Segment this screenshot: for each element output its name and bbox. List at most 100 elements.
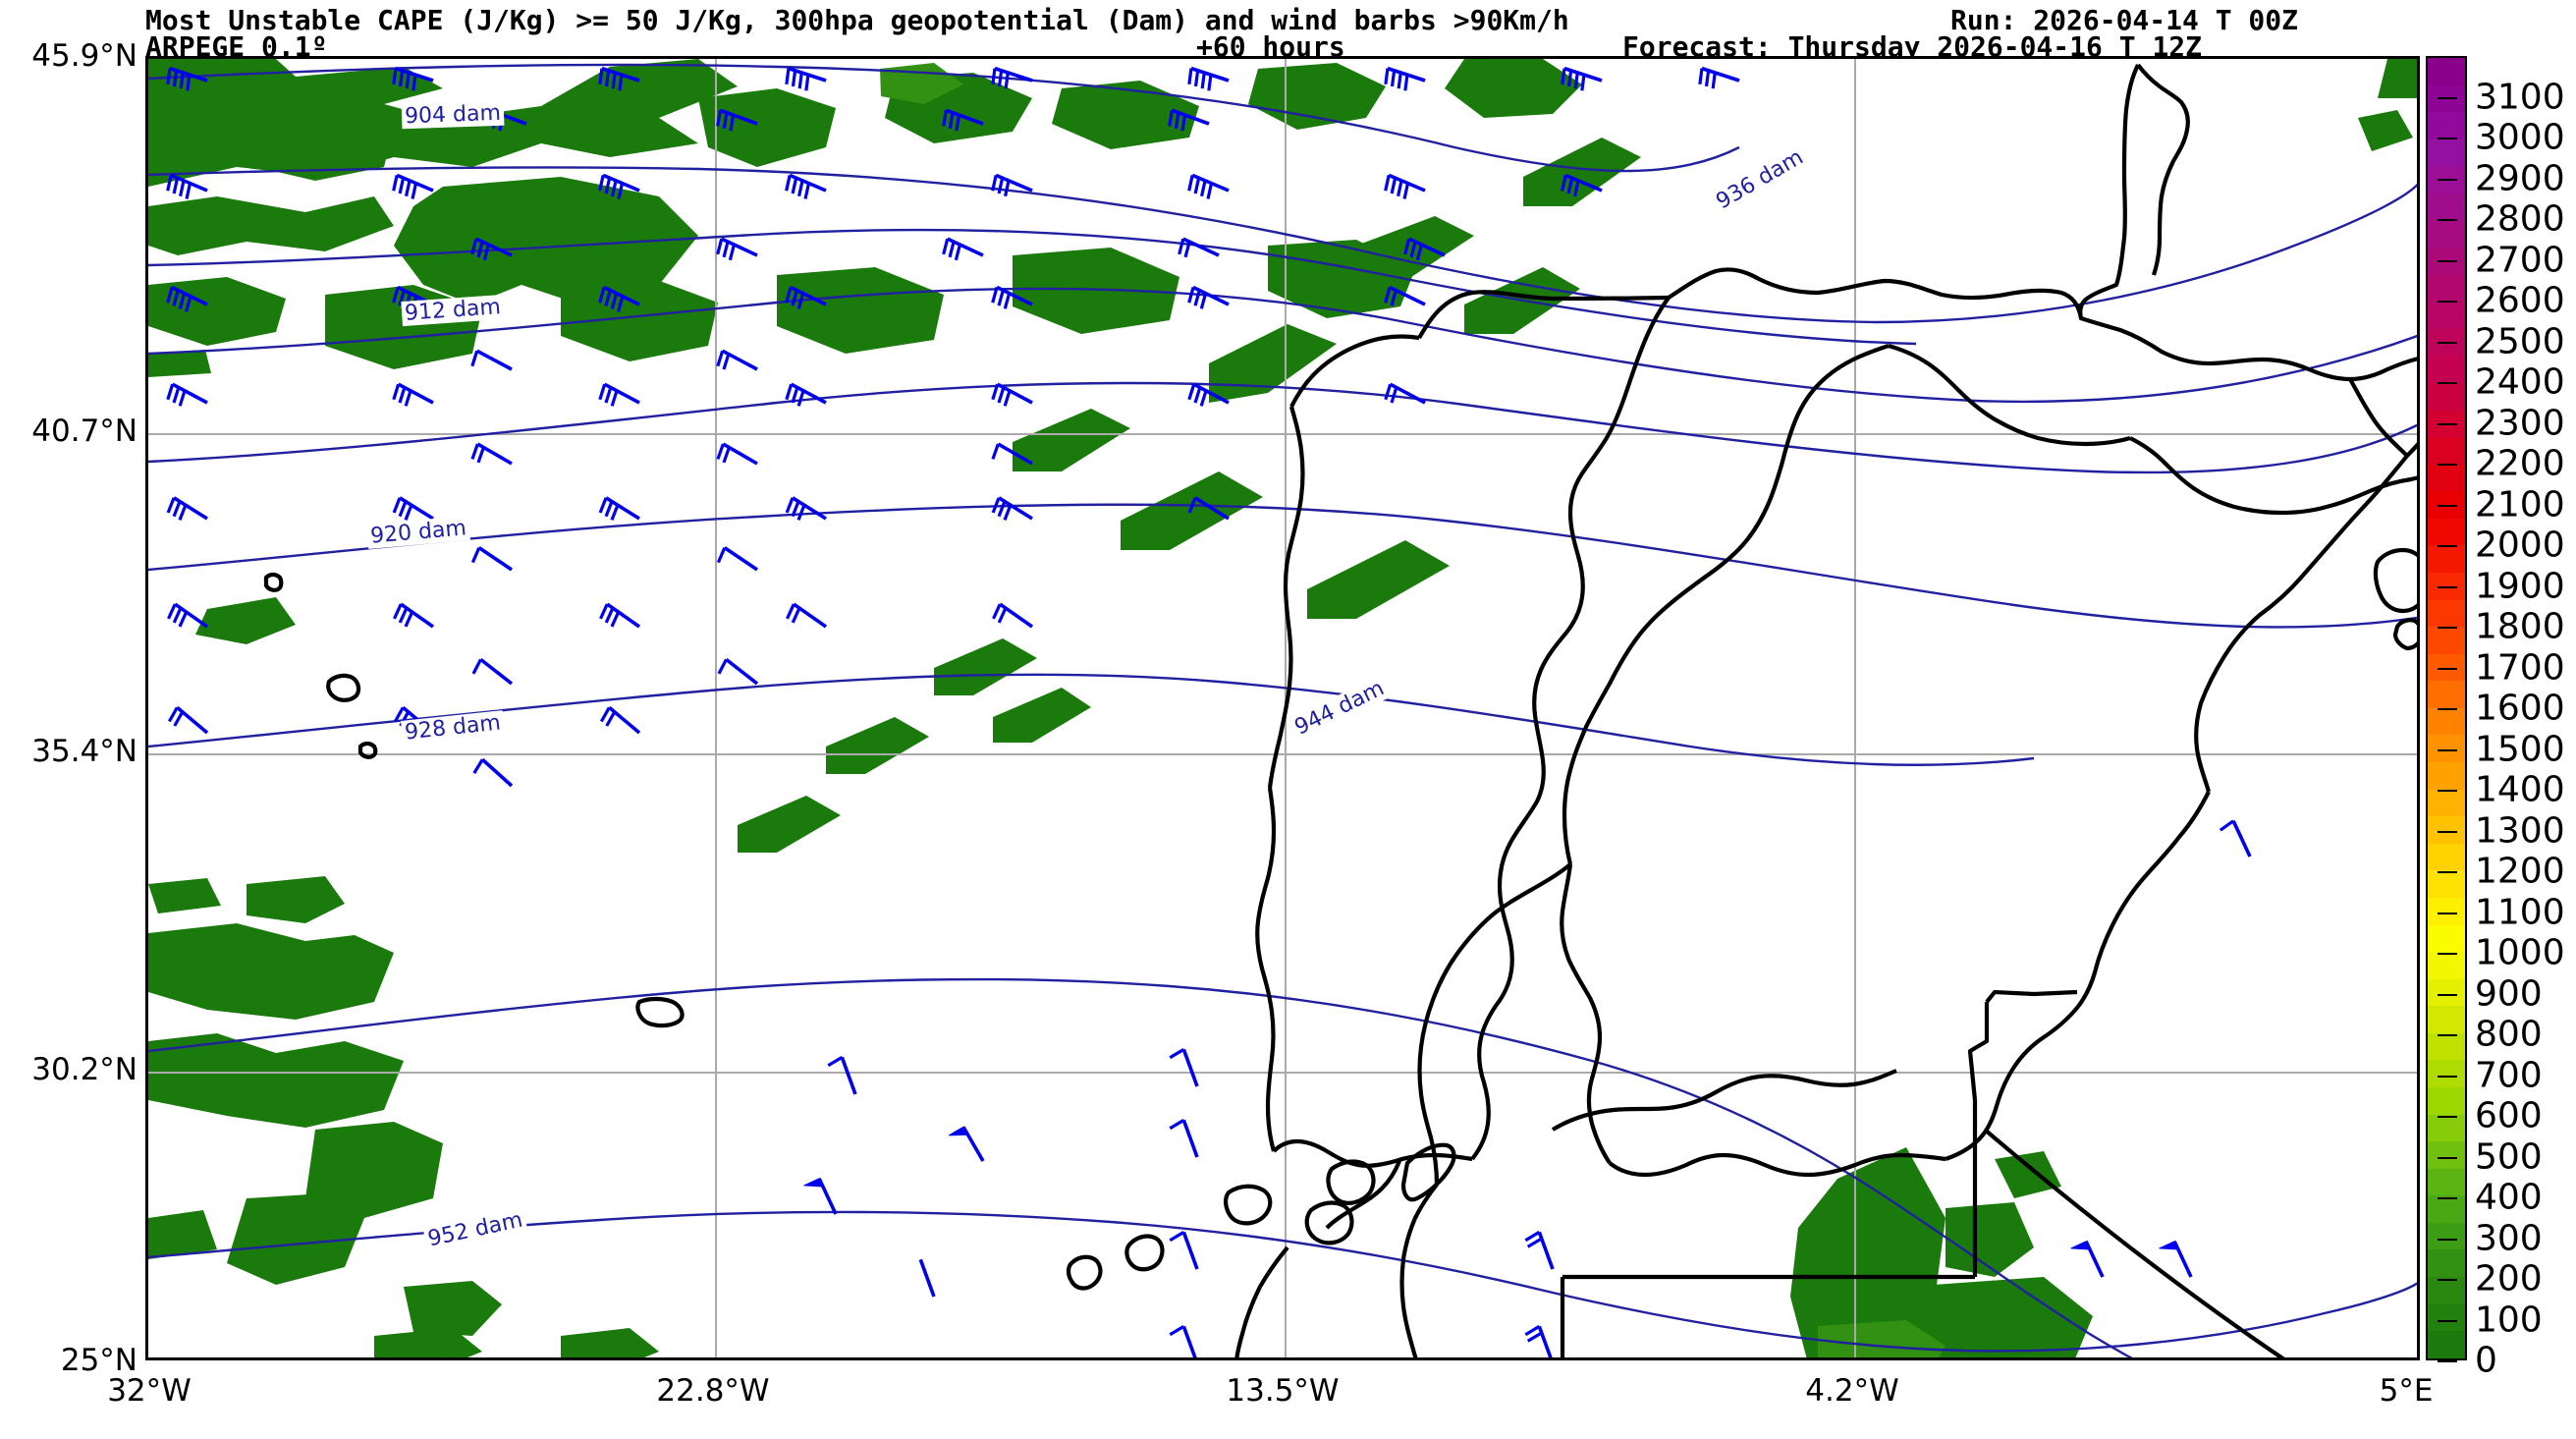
colorbar-tick-mark: [2438, 830, 2457, 833]
colorbar-segment: [2428, 627, 2465, 654]
y-tick-label: 40.7°N: [31, 414, 137, 449]
wind-barb: [1698, 66, 1740, 89]
colorbar-tick-label: 100: [2475, 1300, 2543, 1340]
wind-barb: [827, 1056, 857, 1095]
colorbar-tick-label: 1400: [2475, 769, 2565, 810]
colorbar-tick-mark: [2438, 1156, 2457, 1159]
wind-barb: [393, 602, 435, 629]
colorbar-segment: [2428, 1222, 2465, 1250]
colorbar-segment: [2428, 843, 2465, 871]
wind-barb: [470, 442, 513, 466]
colorbar-tick-mark: [2438, 708, 2457, 710]
map-plot-area[interactable]: [145, 56, 2420, 1360]
wind-barb: [785, 66, 827, 91]
wind-barb: [1384, 382, 1426, 405]
run-timestamp: Run: 2026-04-14 T 00Z: [1950, 4, 2299, 36]
colorbar-segment: [2428, 1249, 2465, 1278]
colorbar-tick-label: 2500: [2475, 321, 2565, 361]
colorbar-tick-mark: [2438, 504, 2457, 507]
colorbar-segment: [2428, 193, 2465, 221]
colorbar-tick-mark: [2438, 1360, 2457, 1362]
wind-barb: [1561, 66, 1603, 91]
wind-barb: [166, 382, 208, 407]
wind-barb: [392, 66, 434, 91]
wind-barb: [470, 237, 513, 261]
colorbar-tick-mark: [2438, 993, 2457, 996]
colorbar-tick-mark: [2438, 748, 2457, 751]
wind-barb: [598, 285, 640, 312]
wind-barb: [471, 657, 514, 686]
y-tick-label: 25°N: [60, 1343, 137, 1378]
wind-barb: [1169, 1048, 1199, 1087]
wind-barb: [1187, 173, 1230, 199]
colorbar-tick-label: 3100: [2475, 77, 2565, 117]
wind-barb: [1187, 66, 1230, 91]
wind-barb: [166, 66, 208, 91]
colorbar-tick-mark: [2438, 259, 2457, 262]
colorbar-tick-label: 1000: [2475, 932, 2565, 973]
colorbar-segment: [2428, 1032, 2465, 1061]
colorbar-tick-mark: [2438, 1116, 2457, 1118]
coastlines-and-borders: [263, 63, 2417, 1357]
colorbar-segment: [2428, 112, 2465, 139]
wind-barb: [167, 602, 209, 629]
colorbar-segment: [2428, 707, 2465, 736]
colorbar-tick-mark: [2438, 1034, 2457, 1036]
colorbar-tick-label: 300: [2475, 1218, 2543, 1258]
wind-barb: [717, 657, 759, 686]
geopotential-contours: [148, 63, 2417, 1357]
colorbar-tick-mark: [2438, 341, 2457, 344]
colorbar-segment: [2428, 1303, 2465, 1332]
colorbar-tick-label: 1300: [2475, 810, 2565, 851]
colorbar-segment: [2428, 599, 2465, 628]
y-tick-label: 35.4°N: [31, 734, 137, 769]
wind-barb: [598, 496, 640, 521]
wind-barb: [991, 285, 1033, 309]
colorbar-segment: [2428, 924, 2465, 953]
colorbar-tick-mark: [2438, 1279, 2457, 1281]
wind-barb: [1169, 1325, 1199, 1357]
x-tick-label: 32°W: [107, 1373, 192, 1409]
colorbar-tick-label: 400: [2475, 1177, 2543, 1218]
wind-barb: [716, 108, 758, 132]
wind-barb: [785, 173, 827, 199]
colorbar-gradient: [2428, 58, 2465, 1358]
wind-barb: [392, 173, 434, 199]
colorbar-tick-mark: [2438, 422, 2457, 425]
wind-barb: [991, 66, 1033, 89]
colorbar[interactable]: [2426, 56, 2467, 1360]
colorbar-segment: [2428, 789, 2465, 817]
colorbar-tick-mark: [2438, 912, 2457, 914]
wind-barb: [1524, 1325, 1555, 1357]
colorbar-tick-label: 700: [2475, 1055, 2543, 1095]
wind-barb: [1384, 66, 1426, 91]
wind-barb: [2219, 819, 2252, 858]
wind-barb: [599, 602, 641, 629]
colorbar-tick-label: 800: [2475, 1014, 2543, 1055]
colorbar-segment: [2428, 870, 2465, 898]
colorbar-tick-mark: [2438, 953, 2457, 955]
colorbar-tick-label: 500: [2475, 1136, 2543, 1177]
wind-barb: [598, 382, 640, 407]
colorbar-tick-mark: [2438, 1319, 2457, 1322]
wind-barb: [2159, 1240, 2193, 1278]
wind-barb: [472, 757, 514, 788]
colorbar-segment: [2428, 302, 2465, 329]
colorbar-tick-label: 1500: [2475, 729, 2565, 769]
wind-barb: [991, 173, 1033, 197]
wind-barb: [786, 602, 828, 629]
wind-barb: [470, 546, 514, 572]
colorbar-tick-label: 1100: [2475, 892, 2565, 932]
colorbar-tick-mark: [2438, 545, 2457, 547]
wind-barb: [392, 496, 434, 521]
colorbar-segment: [2428, 735, 2465, 763]
colorbar-tick-mark: [2438, 138, 2457, 139]
colorbar-segment: [2428, 762, 2465, 790]
colorbar-tick-label: 2600: [2475, 280, 2565, 321]
wind-barb: [1524, 1231, 1555, 1270]
colorbar-tick-label: 2900: [2475, 158, 2565, 198]
colorbar-tick-label: 900: [2475, 973, 2543, 1014]
colorbar-tick-label: 1900: [2475, 566, 2565, 606]
wind-barb: [166, 496, 208, 521]
colorbar-segment: [2428, 952, 2465, 979]
